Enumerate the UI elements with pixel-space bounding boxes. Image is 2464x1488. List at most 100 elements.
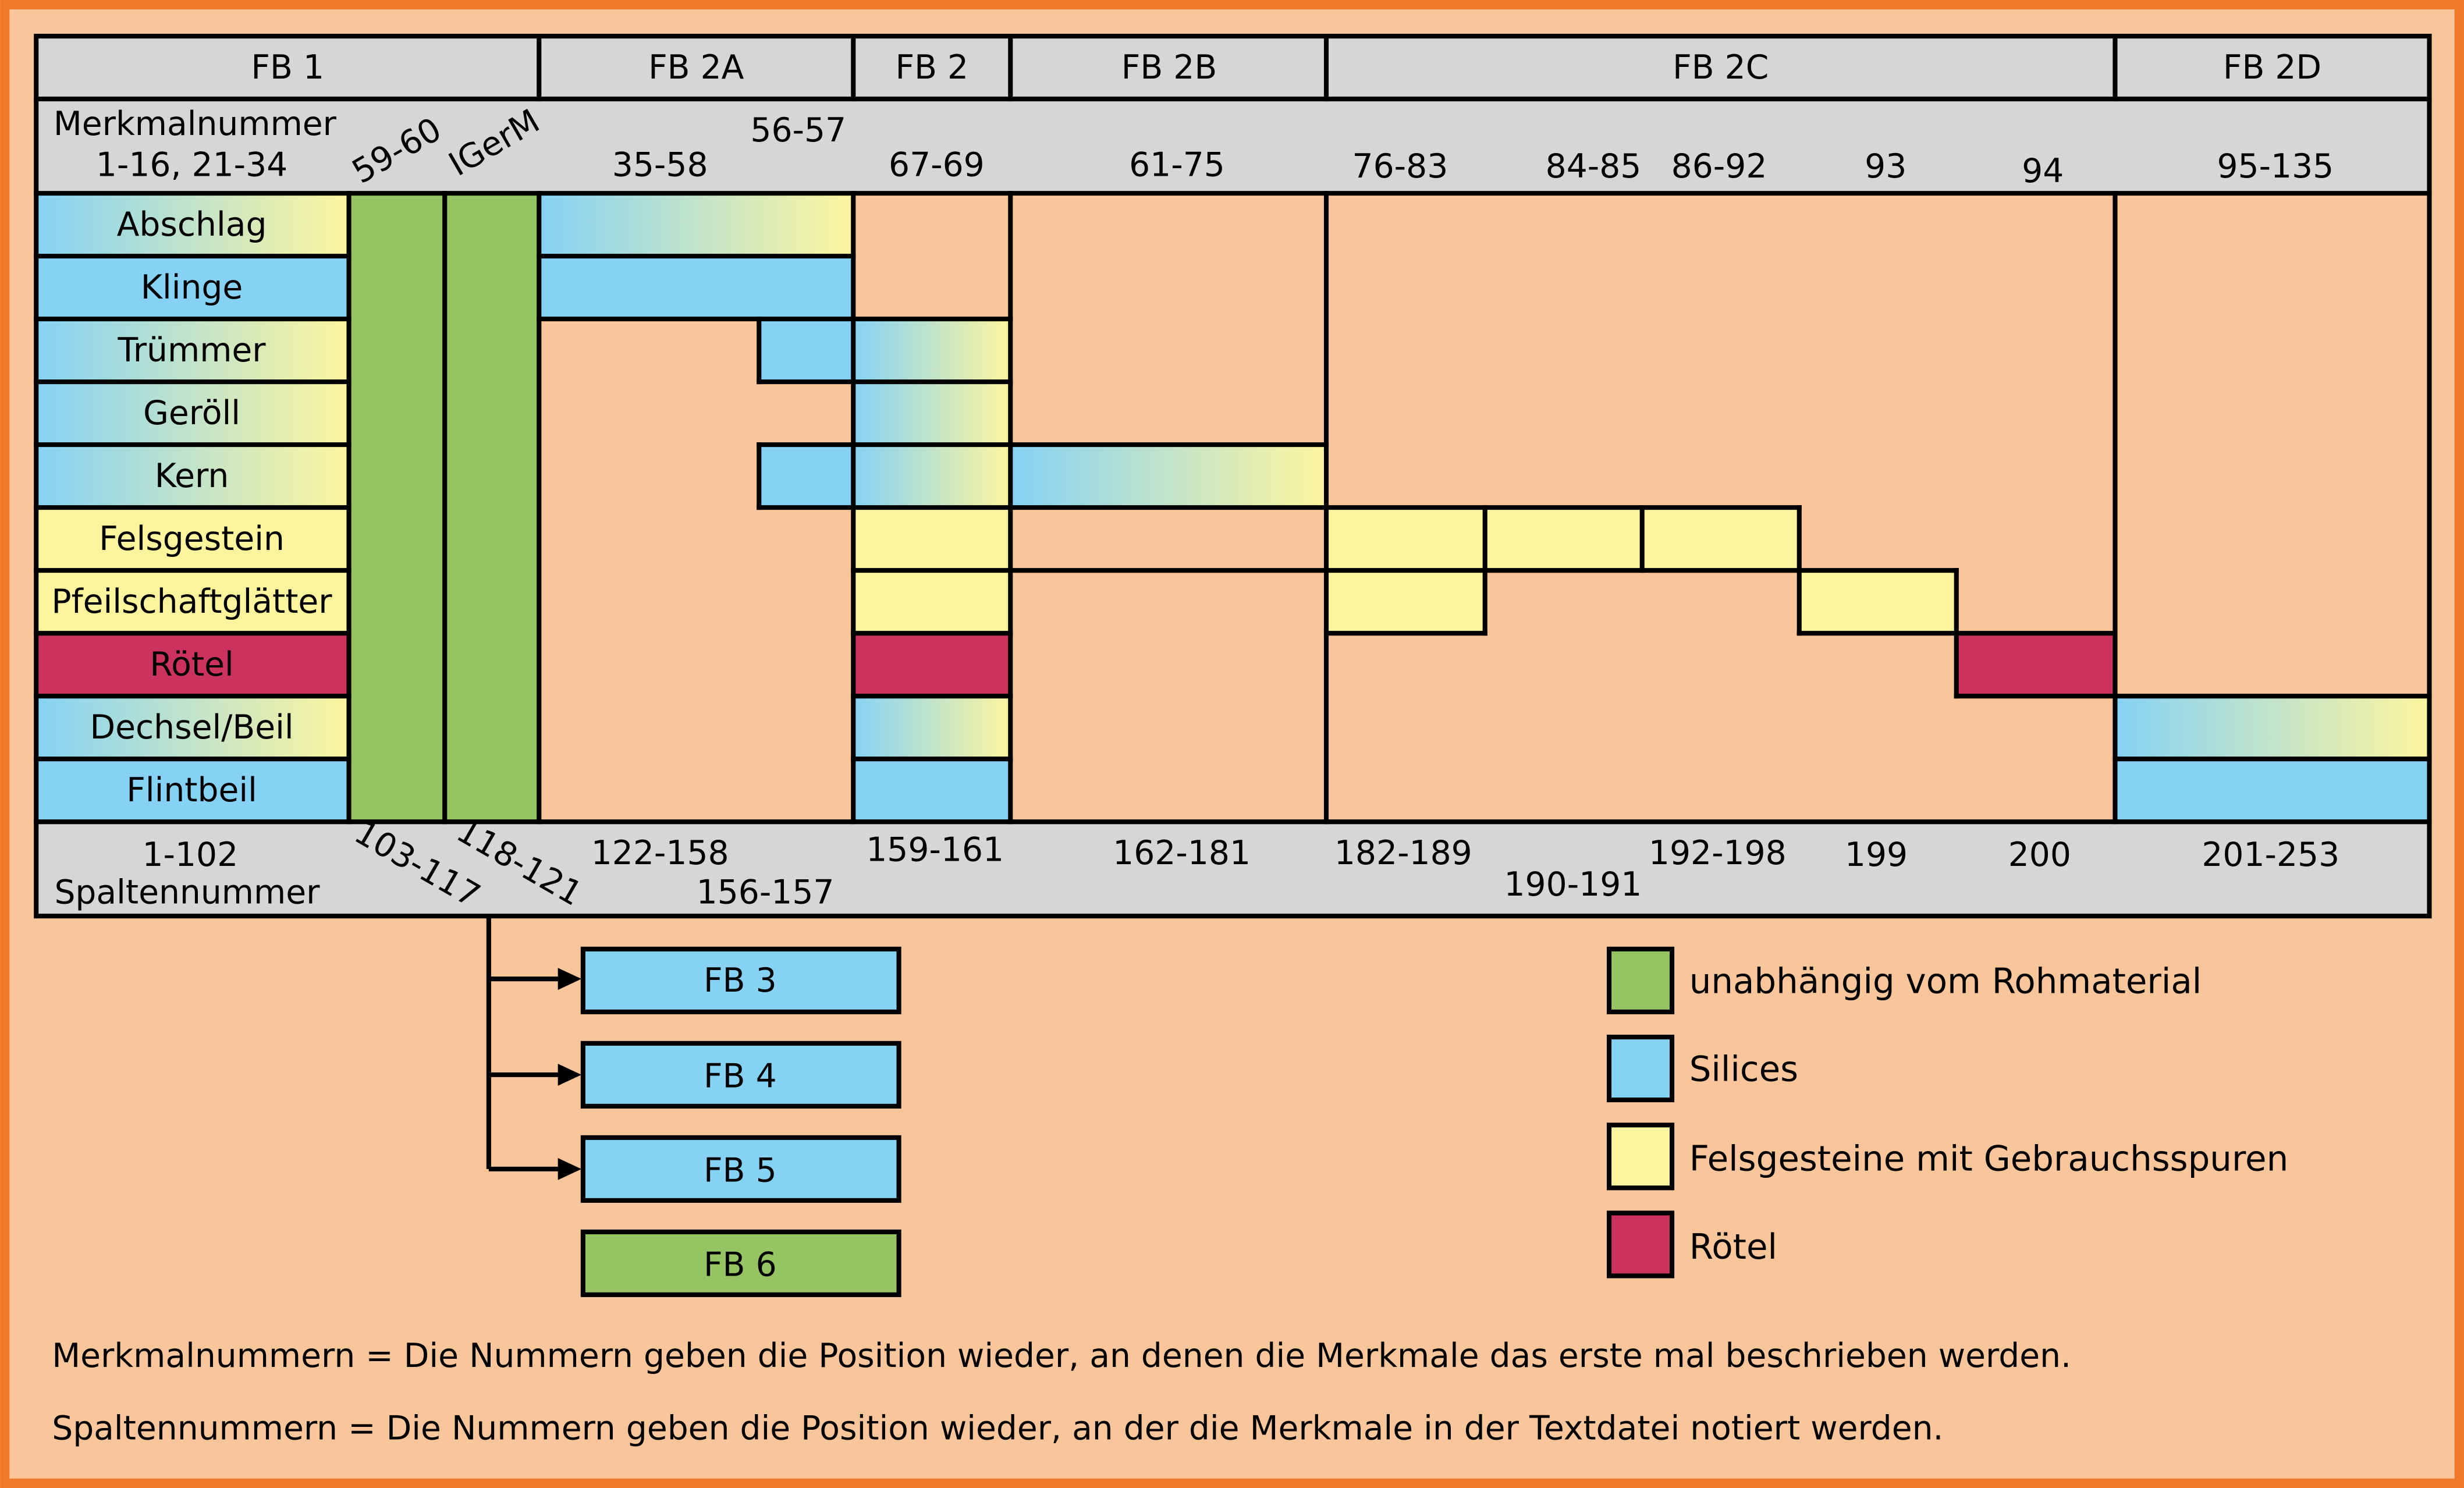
spalten-201-253: 201-253 (2202, 836, 2339, 874)
legend-label-red: Rötel (1689, 1227, 1777, 1267)
merkmal-title: Merkmalnummer (54, 105, 337, 143)
spalten-122-158: 122-158 (591, 834, 729, 872)
bar-2a-truemmer (759, 319, 854, 382)
bar-2c-felsgestein-84 (1485, 507, 1642, 571)
bar-2a-klinge (539, 256, 854, 319)
merkmal-row (36, 99, 2430, 194)
merkmal-67-69: 67-69 (889, 145, 985, 184)
merkmal-61-75: 61-75 (1129, 145, 1225, 184)
fb5-label: FB 5 (704, 1151, 777, 1189)
spalten-159-161: 159-161 (866, 831, 1004, 869)
bar-2c-roetel-94 (1956, 633, 2115, 697)
bar-2-roetel (853, 633, 1011, 697)
merkmal-86-92: 86-92 (1671, 147, 1767, 186)
bar-2b-kern (1010, 445, 1327, 508)
bar-2d-dechsel-beil (2115, 696, 2430, 759)
bar-2-truemmer (853, 319, 1011, 382)
spalten-199: 199 (1845, 836, 1908, 874)
row-label-felsgestein: Felsgestein (99, 520, 285, 558)
green-column-igerm (445, 193, 539, 822)
fb6-label: FB 6 (704, 1245, 777, 1284)
merkmal-35-58: 35-58 (612, 145, 708, 184)
row-cell-pfeilschaftglaetter (36, 570, 349, 634)
bar-2-dechsel-beil (853, 696, 1011, 759)
bar-2-geroell (853, 382, 1011, 445)
legend-swatch-green (1606, 946, 1675, 1014)
row-cell-dechsel-beil (36, 696, 349, 759)
fb6-box (580, 1229, 901, 1297)
note-spaltennummern: Spaltennummern = Die Nummern geben die P… (52, 1409, 1943, 1447)
row-label-klinge: Klinge (141, 268, 243, 307)
bar-2c-pfeil-93 (1799, 570, 1957, 634)
fb4-label: FB 4 (704, 1057, 777, 1095)
row-label-cells (36, 193, 349, 822)
legend-swatch-yellow (1606, 1123, 1675, 1191)
spalten-182-189: 182-189 (1334, 834, 1472, 872)
green-column-59-60 (349, 193, 445, 822)
group-label-fb2c: FB 2C (1673, 48, 1769, 87)
bar-2-pfeilschaftglaetter (853, 570, 1011, 634)
row-label-pfeilschaftglaetter: Pfeilschaftglätter (51, 583, 332, 621)
fb4-box (580, 1040, 901, 1109)
bar-2d-flintbeil (2115, 759, 2430, 822)
legend-label-green: unabhängig vom Rohmaterial (1689, 961, 2202, 1002)
row-label-dechsel-beil: Dechsel/Beil (90, 708, 293, 747)
row-cell-geroell (36, 382, 349, 445)
arrow-to-fb3 (558, 968, 582, 990)
bar-2-kern (853, 445, 1011, 508)
row-label-kern: Kern (155, 457, 229, 495)
row-cell-abschlag (36, 193, 349, 257)
bar-2-flintbeil (853, 759, 1011, 822)
legend-swatch-red (1606, 1210, 1675, 1279)
spalten-162-181: 162-181 (1113, 834, 1251, 872)
arrow-to-fb5 (558, 1157, 582, 1180)
row-cell-flintbeil (36, 759, 349, 822)
group-label-fb2d: FB 2D (2223, 48, 2321, 87)
note-merkmalnummern: Merkmalnummern = Die Nummern geben die P… (52, 1337, 2071, 1375)
arrow-to-fb4 (558, 1063, 582, 1086)
row-cell-kern (36, 445, 349, 508)
row-label-roetel: Rötel (150, 645, 233, 684)
merkmal-95-135: 95-135 (2217, 147, 2334, 186)
row-cell-felsgestein (36, 507, 349, 571)
fb5-box (580, 1135, 901, 1203)
row-label-geroell: Geröll (143, 394, 240, 432)
spalten-190-191: 190-191 (1504, 865, 1642, 904)
row-label-truemmer: Trümmer (117, 331, 266, 370)
legend-label-yellow: Felsgesteine mit Gebrauchsspuren (1689, 1139, 2289, 1180)
row-cell-klinge (36, 256, 349, 319)
merkmal-fb1-range: 1-16, 21-34 (96, 145, 287, 184)
spalten-row (36, 822, 2430, 917)
bar-2-felsgestein (853, 507, 1011, 571)
legend-label-blue: Silices (1689, 1050, 1798, 1090)
legend: unabhängig vom Rohmaterial Silices Felsg… (1606, 946, 2289, 1279)
row-label-flintbeil: Flintbeil (126, 771, 257, 809)
bar-2a-kern (759, 445, 854, 508)
header-group-row (36, 36, 2430, 100)
spalten-156-157: 156-157 (697, 873, 835, 912)
grid-lines (34, 34, 2432, 919)
row-cell-truemmer (36, 319, 349, 382)
row-cell-roetel (36, 633, 349, 697)
legend-swatch-blue (1606, 1035, 1675, 1103)
fb3-label: FB 3 (704, 961, 777, 1000)
group-label-fb2a: FB 2A (648, 48, 744, 87)
spalten-200: 200 (2008, 836, 2071, 874)
group-label-fb2b: FB 2B (1121, 48, 1217, 87)
bar-2c-pfeil-76 (1326, 570, 1485, 634)
spalten-192-198: 192-198 (1649, 834, 1787, 872)
fb3-box (580, 946, 901, 1014)
bar-2c-felsgestein-86 (1642, 507, 1799, 571)
merkmal-94: 94 (2022, 152, 2064, 190)
merkmal-56-57: 56-57 (750, 111, 846, 150)
fb-branch-connector (486, 916, 563, 1171)
spalten-1-102: 1-102 (142, 836, 238, 874)
fb-branch-arrowheads (558, 968, 582, 1180)
group-label-fb1: FB 1 (251, 48, 324, 87)
row-label-abschlag: Abschlag (117, 205, 267, 244)
bar-2c-felsgestein-76 (1326, 507, 1485, 571)
bar-2a-abschlag (539, 193, 854, 257)
group-label-fb2: FB 2 (895, 48, 968, 87)
merkmal-76-83: 76-83 (1352, 147, 1448, 186)
